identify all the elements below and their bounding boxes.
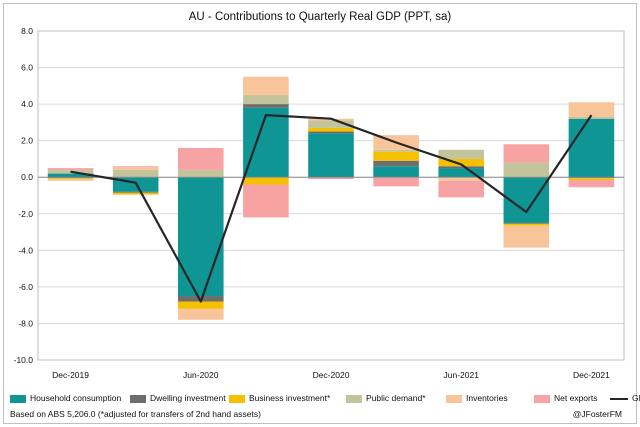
- legend-label: Inventories: [466, 393, 508, 403]
- bar-segment: [112, 192, 159, 195]
- bar-segment: [438, 177, 485, 181]
- bar-segment: [568, 102, 615, 117]
- chart-frame: AU - Contributions to Quarterly Real GDP…: [3, 3, 640, 424]
- bar-segment: [308, 131, 354, 134]
- y-tick-label: -4.0: [18, 245, 33, 255]
- author-handle: @JFosterFM: [572, 409, 622, 419]
- bar-segment: [308, 133, 354, 178]
- legend-label: Dwelling investment: [150, 393, 226, 403]
- bar-segment: [503, 223, 550, 226]
- legend-item: Household consumption: [10, 392, 121, 404]
- bar-segment: [568, 179, 615, 188]
- y-tick-label: -10.0: [14, 355, 34, 365]
- bar-segment: [373, 160, 419, 167]
- bar-segment: [503, 225, 550, 248]
- bar-segment: [308, 127, 354, 132]
- chart-legend: Household consumption Dwelling investment…: [10, 392, 640, 406]
- legend-label: Business investment*: [249, 393, 331, 403]
- bar-segment: [243, 107, 289, 178]
- y-tick-label: 2.0: [21, 136, 33, 146]
- legend-item-gdp: GDP: [610, 392, 640, 404]
- bar-segment: [177, 301, 224, 309]
- plot-area: [37, 30, 625, 361]
- bar-segment: [112, 166, 159, 168]
- bar-segment: [373, 149, 419, 152]
- bar-segment: [438, 180, 485, 198]
- bar-segment: [47, 178, 94, 180]
- y-tick-label: -2.0: [18, 209, 33, 219]
- legend-swatch: [229, 394, 245, 403]
- bar-segment: [47, 173, 94, 178]
- legend-swatch: [534, 394, 550, 403]
- bar-segment: [438, 158, 485, 167]
- x-tick-label: Dec-2021: [573, 370, 610, 380]
- x-tick-label: Dec-2019: [52, 370, 89, 380]
- bar-segment: [308, 120, 354, 128]
- bar-segment: [177, 308, 224, 320]
- bar-segment: [177, 147, 224, 170]
- bar-segment: [47, 169, 94, 174]
- legend-item: Inventories: [446, 392, 508, 404]
- y-tick-label: 8.0: [21, 26, 33, 36]
- bar-segment: [503, 162, 550, 178]
- bar-segment: [568, 178, 615, 180]
- legend-swatch: [446, 394, 462, 403]
- bar-segment: [112, 191, 159, 193]
- legend-line-swatch: [610, 397, 628, 400]
- legend-label: GDP: [632, 393, 640, 403]
- source-note: Based on ABS 5,206.0 (*adjusted for tran…: [10, 409, 261, 419]
- bar-segment: [47, 179, 94, 181]
- bar-segment: [243, 94, 289, 105]
- bar-segment: [243, 104, 289, 108]
- x-tick-label: Dec-2020: [313, 370, 350, 380]
- y-tick-label: -6.0: [18, 282, 33, 292]
- bar-segment: [47, 168, 94, 170]
- legend-swatch: [130, 394, 146, 403]
- bar-segment: [503, 144, 550, 163]
- bar-segment: [112, 169, 159, 178]
- bar-segment: [503, 222, 550, 224]
- legend-item: Business investment*: [229, 392, 330, 404]
- bar-segment: [438, 168, 485, 178]
- gdp-line: [70, 113, 593, 303]
- legend-swatch: [346, 394, 362, 403]
- bar-segment: [373, 166, 419, 178]
- y-tick-label: -8.0: [18, 318, 33, 328]
- bar-segment: [568, 116, 615, 119]
- legend-item: Dwelling investment: [130, 392, 226, 404]
- chart-plot: -10.0 -8.0 -6.0 -4.0 -2.0 0.0 2.0 4.0 6.0 8.0 Dec-…: [14, 26, 625, 380]
- bar-segment: [243, 184, 289, 218]
- y-tick-label: 0.0: [21, 172, 33, 182]
- bar-segment: [373, 151, 419, 161]
- x-tick-label: Jun-2020: [183, 370, 219, 380]
- legend-item: Public demand*: [346, 392, 426, 404]
- legend-label: Household consumption: [30, 393, 122, 403]
- legend-item: Net exports: [534, 392, 597, 404]
- bar-segment: [243, 177, 289, 185]
- legend-label: Public demand*: [366, 393, 426, 403]
- legend-label: Net exports: [554, 393, 598, 403]
- x-tick-label: Jun-2021: [443, 370, 479, 380]
- y-tick-label: 6.0: [21, 63, 33, 73]
- bar-segment: [438, 149, 485, 159]
- bar-segment: [112, 167, 159, 170]
- bar-segment: [177, 169, 224, 178]
- y-tick-label: 4.0: [21, 99, 33, 109]
- chart-title: AU - Contributions to Quarterly Real GDP…: [188, 11, 452, 23]
- bar-segment: [568, 118, 615, 178]
- bar-segment: [243, 76, 289, 95]
- bar-segment: [308, 177, 354, 180]
- bar-segment: [438, 166, 485, 169]
- bar-segment: [177, 177, 224, 297]
- legend-swatch: [10, 394, 26, 403]
- bar-segment: [373, 177, 419, 187]
